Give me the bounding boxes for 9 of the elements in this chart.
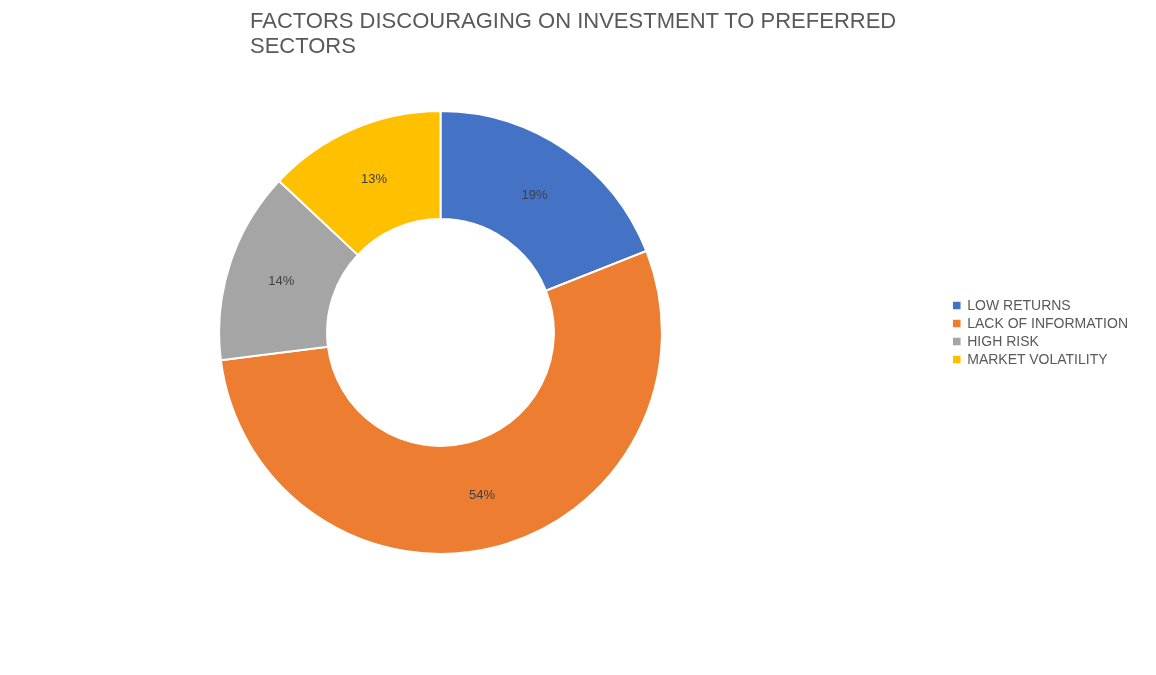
- legend-label: HIGH RISK: [967, 333, 1039, 349]
- data-label: 14%: [268, 273, 295, 289]
- data-label: 54%: [469, 487, 496, 503]
- legend-label: LACK OF INFORMATION: [967, 315, 1128, 331]
- data-label: 19%: [521, 186, 549, 202]
- data-label: 13%: [361, 171, 388, 187]
- legend-label: LOW RETURNS: [967, 297, 1071, 313]
- legend-label: MARKET VOLATILITY: [967, 351, 1108, 367]
- chart-title: FACTORS DISCOURAGING ON INVESTMENT TO PREFERRED SECTORS: [249, 7, 897, 58]
